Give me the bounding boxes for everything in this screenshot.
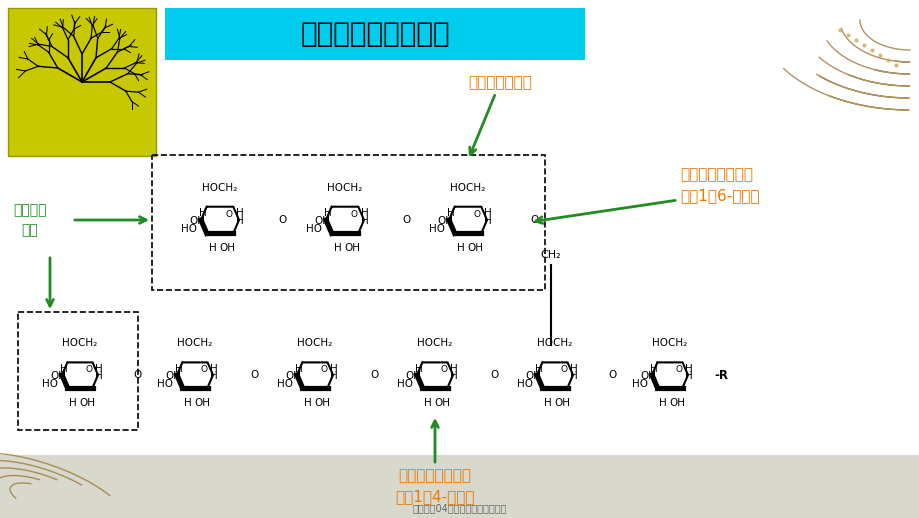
Text: OH: OH xyxy=(51,371,66,381)
Text: O: O xyxy=(560,366,567,375)
Text: OH: OH xyxy=(220,243,235,253)
Text: H: H xyxy=(360,208,369,219)
Text: OH: OH xyxy=(434,398,449,408)
Text: H: H xyxy=(209,243,216,253)
Text: H: H xyxy=(649,364,657,373)
Text: H: H xyxy=(570,371,577,381)
Text: H: H xyxy=(95,371,103,381)
Text: HOCH₂: HOCH₂ xyxy=(297,338,333,349)
Text: H: H xyxy=(414,364,422,373)
Text: OH: OH xyxy=(285,371,301,381)
Text: O: O xyxy=(278,215,287,225)
Text: H: H xyxy=(295,364,302,373)
Text: HO: HO xyxy=(516,379,533,389)
Text: O: O xyxy=(85,366,93,375)
Text: OH: OH xyxy=(314,398,330,408)
Text: O: O xyxy=(370,370,379,380)
Text: 支链淀粉的分枝结构: 支链淀粉的分枝结构 xyxy=(300,20,449,48)
Text: H: H xyxy=(235,208,244,219)
Text: CH₂: CH₂ xyxy=(539,250,560,260)
Text: O: O xyxy=(133,370,142,380)
Text: HOCH₂: HOCH₂ xyxy=(177,338,212,349)
Text: H: H xyxy=(449,364,457,373)
Text: O: O xyxy=(251,370,259,380)
Text: HOCH₂: HOCH₂ xyxy=(537,338,572,349)
Text: -R: -R xyxy=(713,368,727,381)
Text: OH: OH xyxy=(189,217,205,226)
Text: 两个葡萄糖单位之
间的1，6-糖苷键: 两个葡萄糖单位之 间的1，6-糖苷键 xyxy=(679,167,759,203)
Text: HOCH₂: HOCH₂ xyxy=(327,183,362,193)
Text: OH: OH xyxy=(405,371,421,381)
Text: HOCH₂: HOCH₂ xyxy=(450,183,485,193)
FancyBboxPatch shape xyxy=(0,455,919,518)
Text: OH: OH xyxy=(640,371,655,381)
Text: H: H xyxy=(210,371,218,381)
Text: H: H xyxy=(199,208,207,219)
Text: HO: HO xyxy=(42,379,58,389)
Text: H: H xyxy=(534,364,542,373)
Text: O: O xyxy=(529,215,538,225)
Text: H: H xyxy=(424,398,431,408)
Text: HO: HO xyxy=(157,379,173,389)
Text: HO: HO xyxy=(278,379,293,389)
Text: H: H xyxy=(685,371,692,381)
Text: HOCH₂: HOCH₂ xyxy=(417,338,452,349)
Text: HO: HO xyxy=(631,379,648,389)
Text: H: H xyxy=(210,364,218,373)
FancyBboxPatch shape xyxy=(8,8,156,156)
Text: H: H xyxy=(658,398,666,408)
Text: H: H xyxy=(330,364,337,373)
Text: H: H xyxy=(95,364,103,373)
Text: H: H xyxy=(483,217,491,226)
Text: OH: OH xyxy=(467,243,483,253)
Text: HOCH₂: HOCH₂ xyxy=(62,338,97,349)
Text: H: H xyxy=(303,398,312,408)
FancyBboxPatch shape xyxy=(165,8,584,60)
Text: OH: OH xyxy=(345,243,360,253)
Text: 非还原端
残基: 非还原端 残基 xyxy=(13,203,47,237)
Text: O: O xyxy=(226,210,233,219)
Text: H: H xyxy=(360,217,369,226)
Text: H: H xyxy=(483,208,491,219)
Text: 开始分枝的残基: 开始分枝的残基 xyxy=(468,75,531,154)
Text: H: H xyxy=(330,371,337,381)
Text: OH: OH xyxy=(525,371,540,381)
Text: H: H xyxy=(323,208,332,219)
Text: O: O xyxy=(402,215,410,225)
FancyBboxPatch shape xyxy=(0,0,919,455)
Text: OH: OH xyxy=(165,371,181,381)
Text: HO: HO xyxy=(181,224,197,234)
Text: O: O xyxy=(440,366,447,375)
Text: H: H xyxy=(184,398,191,408)
Text: H: H xyxy=(235,217,244,226)
Text: HO: HO xyxy=(429,224,445,234)
Text: OH: OH xyxy=(437,217,453,226)
Text: OH: OH xyxy=(668,398,685,408)
Text: H: H xyxy=(449,371,458,381)
Text: O: O xyxy=(607,370,616,380)
Text: O: O xyxy=(675,366,682,375)
Text: H: H xyxy=(569,364,577,373)
Text: H: H xyxy=(69,398,76,408)
Text: H: H xyxy=(334,243,341,253)
Text: HO: HO xyxy=(306,224,322,234)
Text: H: H xyxy=(60,364,68,373)
Text: HOCH₂: HOCH₂ xyxy=(202,183,237,193)
Text: OH: OH xyxy=(553,398,570,408)
Text: 两个葡萄糖单位之
间的1，4-糖苷键: 两个葡萄糖单位之 间的1，4-糖苷键 xyxy=(395,468,474,504)
Text: O: O xyxy=(320,366,327,375)
Text: H: H xyxy=(543,398,551,408)
FancyBboxPatch shape xyxy=(0,0,919,456)
Text: O: O xyxy=(491,370,499,380)
Text: H: H xyxy=(447,208,454,219)
Text: O: O xyxy=(200,366,208,375)
Text: O: O xyxy=(473,210,481,219)
Text: OH: OH xyxy=(194,398,210,408)
Text: 生化实验04淀粉酶活性的测定陈桃: 生化实验04淀粉酶活性的测定陈桃 xyxy=(413,503,506,513)
Text: H: H xyxy=(456,243,464,253)
Text: H: H xyxy=(684,364,692,373)
Text: HOCH₂: HOCH₂ xyxy=(652,338,686,349)
Text: OH: OH xyxy=(79,398,95,408)
Text: HO: HO xyxy=(397,379,413,389)
